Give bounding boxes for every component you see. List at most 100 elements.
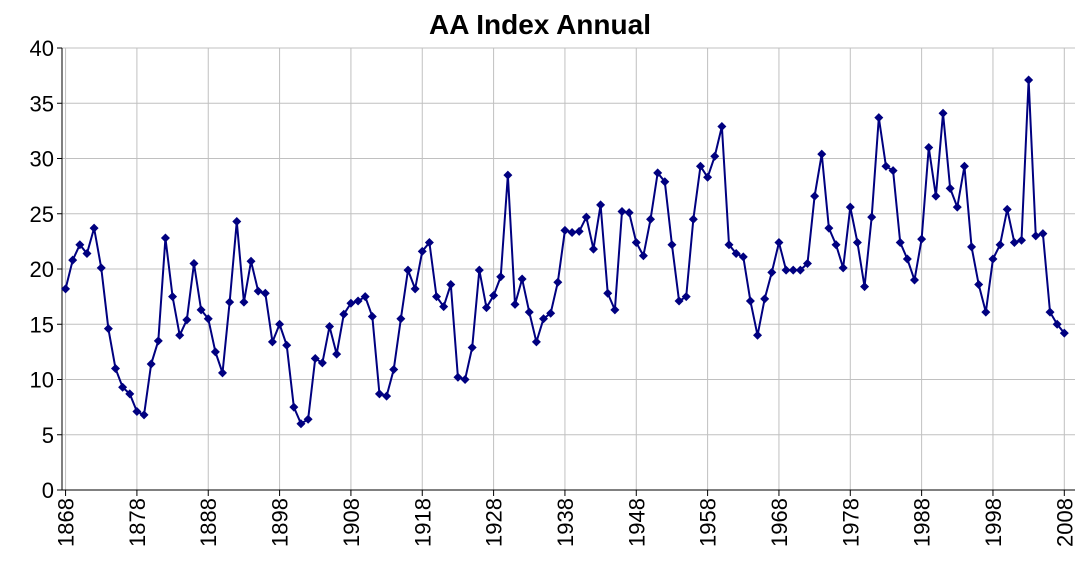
data-point <box>203 314 213 324</box>
chart-title: AA Index Annual <box>429 9 651 40</box>
data-point <box>389 365 399 375</box>
data-point <box>232 216 242 226</box>
data-point <box>667 240 677 250</box>
data-point <box>881 161 891 171</box>
data-point <box>446 279 456 289</box>
data-point <box>988 254 998 264</box>
data-point <box>481 303 491 313</box>
x-tick-label: 1948 <box>624 498 649 547</box>
data-point <box>703 172 713 182</box>
data-point <box>267 337 277 347</box>
data-point <box>539 314 549 324</box>
data-point <box>817 149 827 159</box>
data-point <box>168 292 178 302</box>
data-point <box>959 161 969 171</box>
data-point <box>810 191 820 201</box>
data-point <box>795 265 805 275</box>
data-point <box>931 191 941 201</box>
data-point <box>489 291 499 301</box>
data-point <box>96 263 106 273</box>
data-point <box>852 237 862 247</box>
data-point <box>603 288 613 298</box>
data-point <box>938 108 948 118</box>
data-point <box>695 161 705 171</box>
y-tick-label: 35 <box>30 91 54 116</box>
data-point <box>439 302 449 312</box>
data-point <box>981 307 991 317</box>
y-tick-label: 40 <box>30 36 54 61</box>
data-point <box>353 296 363 306</box>
data-point <box>160 233 170 243</box>
data-point <box>867 212 877 222</box>
data-point <box>831 240 841 250</box>
x-tick-label: 1908 <box>339 498 364 547</box>
y-tick-label: 0 <box>42 478 54 503</box>
data-point <box>1045 307 1055 317</box>
data-point <box>874 113 884 123</box>
data-point <box>674 296 684 306</box>
data-point <box>738 252 748 262</box>
x-tick-label: 2008 <box>1052 498 1077 547</box>
data-point <box>681 292 691 302</box>
data-point <box>760 294 770 304</box>
data-point <box>196 305 206 315</box>
data-point <box>246 256 256 266</box>
x-tick-label: 1938 <box>553 498 578 547</box>
data-point <box>710 151 720 161</box>
data-point <box>175 330 185 340</box>
y-tick-label: 20 <box>30 257 54 282</box>
data-point <box>303 414 313 424</box>
data-point <box>317 358 327 368</box>
data-point <box>802 258 812 268</box>
data-point <box>417 246 427 256</box>
data-point <box>945 183 955 193</box>
data-point <box>210 347 220 357</box>
data-point <box>453 372 463 382</box>
data-point <box>239 297 249 307</box>
x-tick-label: 1988 <box>910 498 935 547</box>
data-point <box>909 275 919 285</box>
data-point <box>474 265 484 275</box>
data-point <box>788 265 798 275</box>
data-point <box>1024 75 1034 85</box>
data-point <box>374 389 384 399</box>
x-tick-label: 1898 <box>268 498 293 547</box>
data-point <box>753 330 763 340</box>
data-point <box>75 240 85 250</box>
y-tick-label: 10 <box>30 368 54 393</box>
data-point <box>218 368 228 378</box>
y-tick-label: 15 <box>30 312 54 337</box>
x-tick-label: 1918 <box>410 498 435 547</box>
data-point <box>517 274 527 284</box>
data-point <box>275 319 285 329</box>
data-point <box>610 305 620 315</box>
data-point <box>496 272 506 282</box>
data-point <box>653 168 663 178</box>
data-point <box>952 202 962 212</box>
data-point <box>902 254 912 264</box>
data-point <box>103 324 113 334</box>
data-point <box>296 419 306 429</box>
data-point <box>1002 204 1012 214</box>
data-point <box>360 292 370 302</box>
data-point <box>624 208 634 218</box>
data-point <box>824 223 834 233</box>
data-point <box>917 234 927 244</box>
data-point <box>82 249 92 259</box>
data-point <box>560 225 570 235</box>
data-point <box>553 277 563 287</box>
x-tick-label: 1878 <box>125 498 150 547</box>
data-point <box>617 207 627 217</box>
data-point <box>282 340 292 350</box>
x-tick-label: 1998 <box>981 498 1006 547</box>
data-point <box>631 237 641 247</box>
data-point <box>638 251 648 261</box>
data-point <box>860 282 870 292</box>
data-point <box>382 391 392 401</box>
data-point <box>838 263 848 273</box>
data-point <box>410 284 420 294</box>
data-point <box>646 214 656 224</box>
data-point <box>460 375 470 384</box>
x-tick-label: 1928 <box>482 498 507 547</box>
